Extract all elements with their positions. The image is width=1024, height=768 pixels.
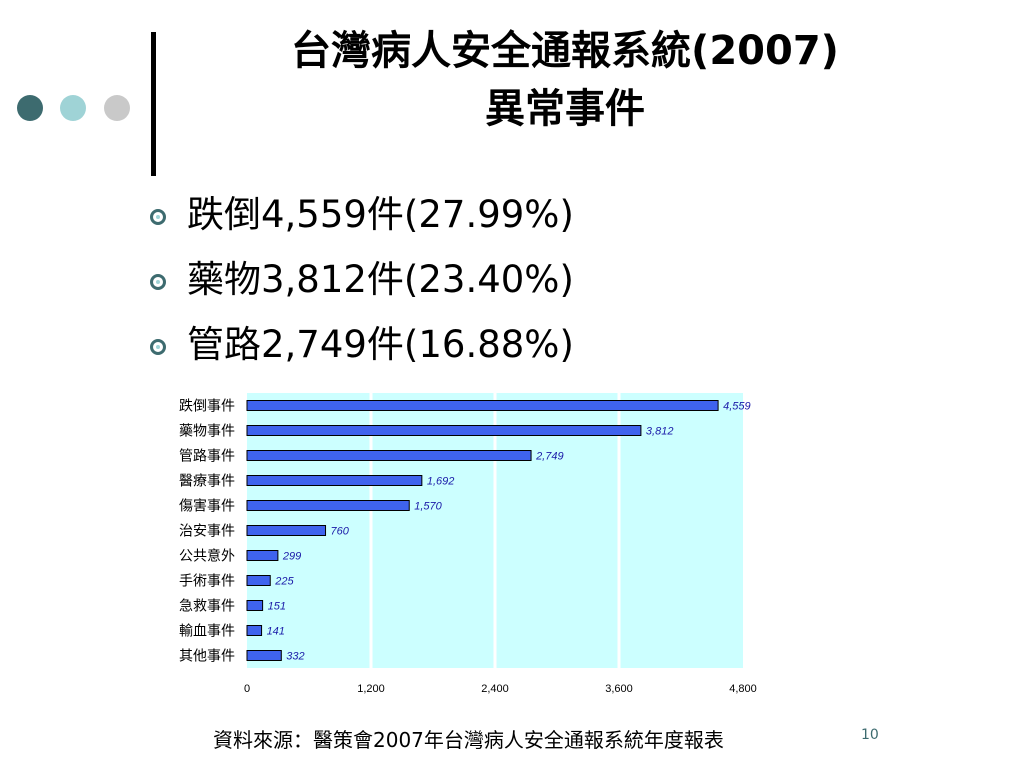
bar xyxy=(246,475,423,486)
x-tick-label: 2,400 xyxy=(481,683,509,695)
category-label: 治安事件 xyxy=(179,524,235,540)
bar xyxy=(246,575,271,586)
title-line-2: 異常事件 xyxy=(485,86,645,132)
title-line-1: 台灣病人安全通報系統(2007) xyxy=(291,28,839,74)
data-label: 141 xyxy=(267,626,285,638)
x-tick-label: 4,800 xyxy=(729,683,757,695)
decor-dot-dark xyxy=(17,95,43,121)
bullet-icon xyxy=(150,274,166,290)
source-note: 資料來源：醫策會2007年台灣病人安全通報系統年度報表 xyxy=(213,728,724,752)
bullet-text: 跌倒4,559件(27.99%) xyxy=(187,193,574,236)
category-label: 藥物事件 xyxy=(179,424,235,440)
data-label: 4,559 xyxy=(723,401,751,413)
bar xyxy=(246,400,719,411)
category-label: 管路事件 xyxy=(179,449,235,465)
bar xyxy=(246,525,327,536)
bar xyxy=(246,600,264,611)
page-number: 10 xyxy=(861,727,879,743)
title-divider xyxy=(151,32,156,176)
data-label: 760 xyxy=(331,526,350,538)
bar xyxy=(246,550,279,561)
x-tick-label: 0 xyxy=(244,683,250,695)
data-label: 2,749 xyxy=(535,451,564,463)
bullet-text: 藥物3,812件(23.40%) xyxy=(187,258,574,301)
category-label: 醫療事件 xyxy=(179,473,235,490)
bar xyxy=(246,500,410,511)
data-label: 3,812 xyxy=(646,426,674,438)
x-tick-label: 1,200 xyxy=(357,683,385,695)
data-label: 1,570 xyxy=(414,501,442,513)
category-label: 急救事件 xyxy=(179,599,235,615)
slide-title: 台灣病人安全通報系統(2007) 異常事件 xyxy=(165,22,965,138)
data-label: 299 xyxy=(282,551,301,563)
data-label: 332 xyxy=(286,651,304,663)
category-label: 輸血事件 xyxy=(179,624,235,640)
bullet-item: 跌倒4,559件(27.99%) xyxy=(150,190,574,255)
data-label: 225 xyxy=(274,576,294,588)
category-label: 手術事件 xyxy=(179,574,235,590)
bar xyxy=(246,625,263,636)
data-label: 1,692 xyxy=(427,476,455,488)
bullet-text: 管路2,749件(16.88%) xyxy=(187,323,574,366)
bullet-list: 跌倒4,559件(27.99%) 藥物3,812件(23.40%) 管路2,74… xyxy=(150,190,574,385)
category-label: 跌倒事件 xyxy=(179,399,235,415)
bullet-icon xyxy=(150,209,166,225)
bar xyxy=(246,450,532,461)
category-label: 公共意外 xyxy=(179,548,235,565)
decor-dot-light xyxy=(60,95,86,121)
decor-dot-gray xyxy=(104,95,130,121)
category-label: 傷害事件 xyxy=(179,499,235,515)
bar-chart: 0 1,200 2,400 3,600 4,800 跌倒事件 4,559 藥物事件 3,812 管… xyxy=(179,393,757,695)
data-label: 151 xyxy=(268,601,286,613)
bullet-item: 管路2,749件(16.88%) xyxy=(150,320,574,385)
category-label: 其他事件 xyxy=(179,649,235,665)
bar xyxy=(246,425,642,436)
bullet-item: 藥物3,812件(23.40%) xyxy=(150,255,574,320)
bar xyxy=(246,650,282,661)
x-tick-label: 3,600 xyxy=(605,683,633,695)
bullet-icon xyxy=(150,339,166,355)
